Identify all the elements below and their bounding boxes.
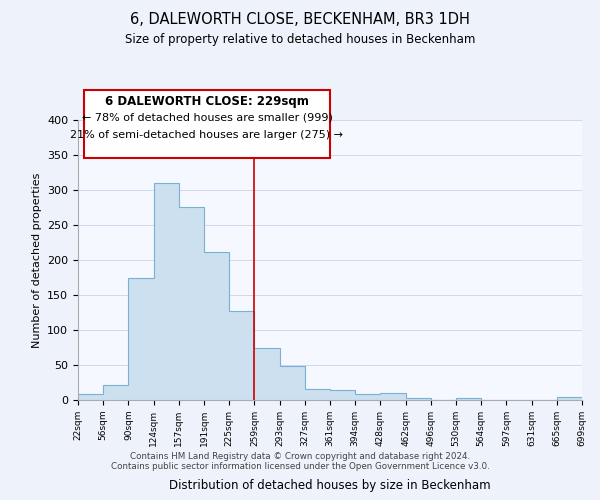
- Text: 21% of semi-detached houses are larger (275) →: 21% of semi-detached houses are larger (…: [70, 130, 343, 140]
- Text: Size of property relative to detached houses in Beckenham: Size of property relative to detached ho…: [125, 32, 475, 46]
- Y-axis label: Number of detached properties: Number of detached properties: [32, 172, 41, 348]
- Text: 6, DALEWORTH CLOSE, BECKENHAM, BR3 1DH: 6, DALEWORTH CLOSE, BECKENHAM, BR3 1DH: [130, 12, 470, 28]
- Text: ← 78% of detached houses are smaller (999): ← 78% of detached houses are smaller (99…: [82, 113, 332, 123]
- Text: Contains public sector information licensed under the Open Government Licence v3: Contains public sector information licen…: [110, 462, 490, 471]
- Text: 6 DALEWORTH CLOSE: 229sqm: 6 DALEWORTH CLOSE: 229sqm: [105, 95, 309, 108]
- Text: Distribution of detached houses by size in Beckenham: Distribution of detached houses by size …: [169, 480, 491, 492]
- Text: Contains HM Land Registry data © Crown copyright and database right 2024.: Contains HM Land Registry data © Crown c…: [130, 452, 470, 461]
